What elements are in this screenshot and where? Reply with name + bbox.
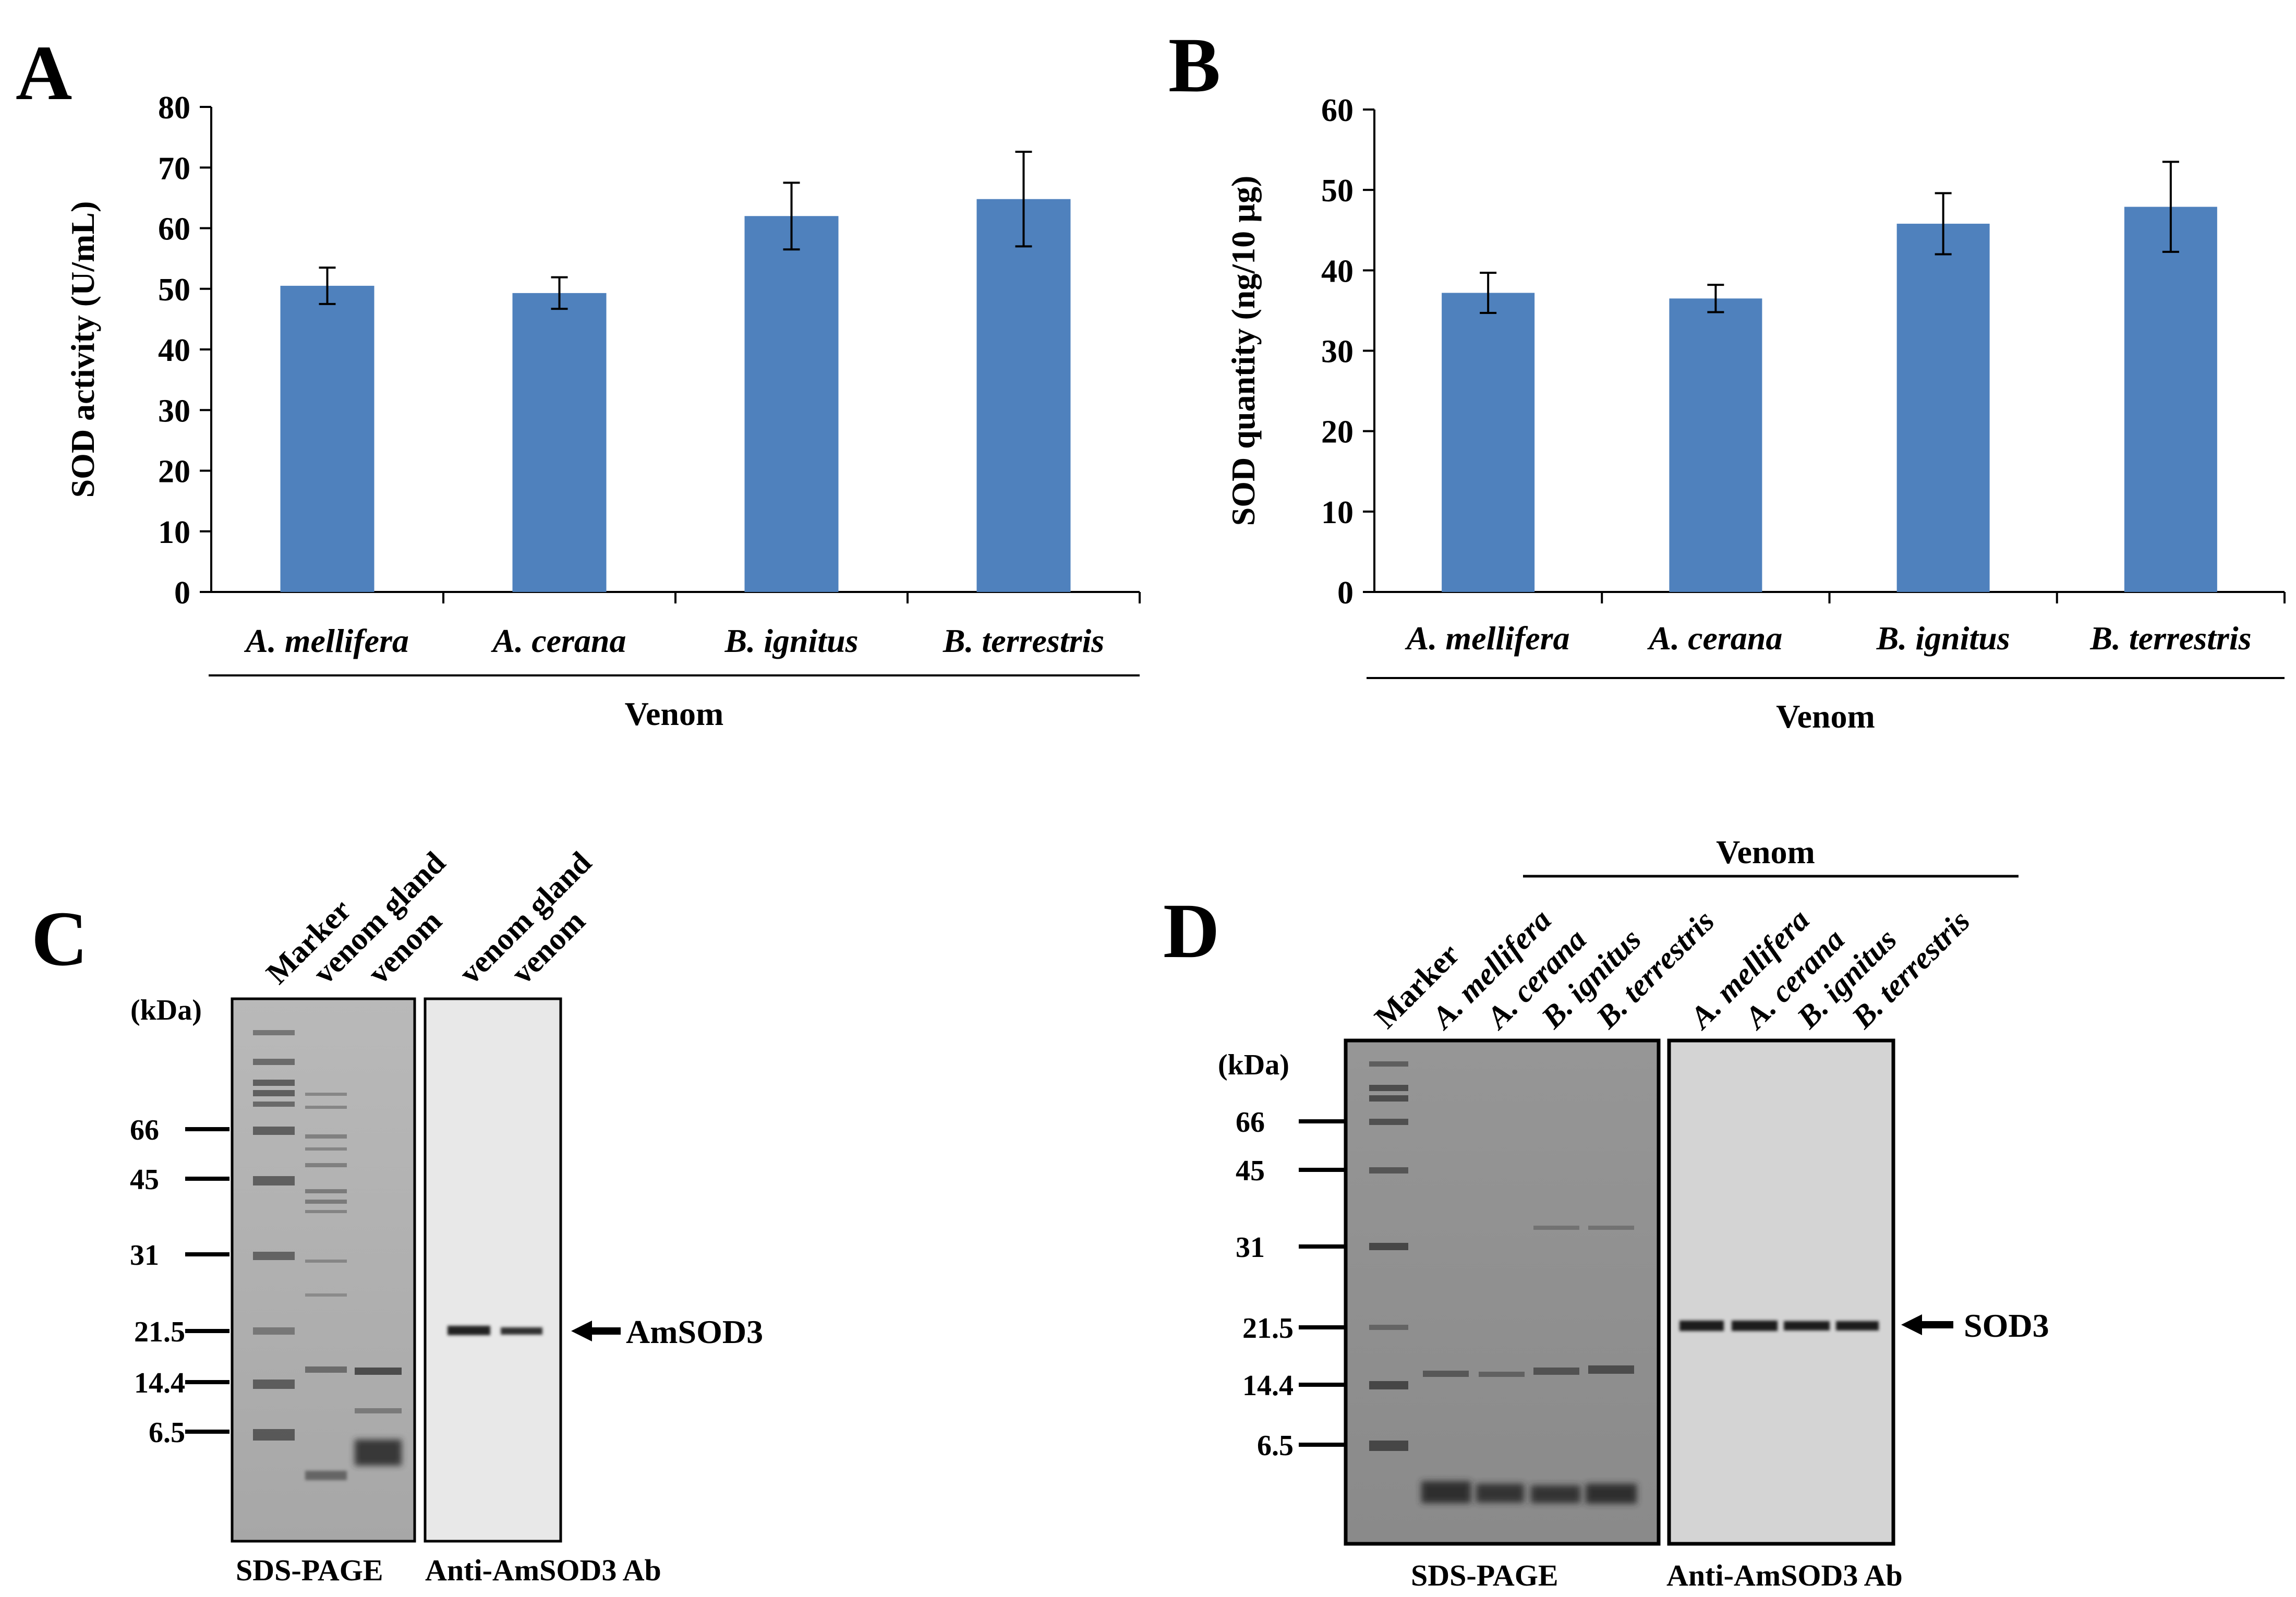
y-tick-label-0: 0 — [1337, 575, 1354, 611]
panel-d: D Venom Marker A. mellifera A. cerana B.… — [1163, 833, 2049, 1592]
venom-gland-lane-bands — [305, 1093, 347, 1480]
y-tick-label-10: 10 — [158, 515, 190, 550]
bar-b-terrestris — [2124, 207, 2217, 592]
category-label-a-cerana: A. cerana — [1647, 620, 1782, 657]
kda-unit-label: (kDa) — [130, 994, 202, 1026]
y-tick-label-0: 0 — [174, 575, 190, 611]
y-tick-label-70: 70 — [158, 151, 190, 186]
caption-sds-page-d: SDS-PAGE — [1411, 1558, 1558, 1592]
category-label-a-mellifera: A. mellifera — [1405, 620, 1570, 657]
d-blot-band-3 — [1784, 1321, 1830, 1330]
y-tick-label-60: 60 — [158, 212, 190, 247]
y-tick-label-30: 30 — [158, 393, 190, 429]
bar-a-cerana — [1669, 298, 1762, 592]
band-label-amsod3: AmSOD3 — [626, 1313, 763, 1350]
d-blot-band-4 — [1836, 1321, 1879, 1330]
bar-a-cerana — [512, 293, 607, 592]
panel-c-label: C — [31, 896, 88, 982]
bar-b-ignitus — [744, 216, 839, 592]
d-marker-label-45: 45 — [1236, 1155, 1265, 1187]
western-blot-d — [1667, 1038, 1895, 1546]
x-axis-title: Venom — [1776, 698, 1875, 735]
y-tick-label-30: 30 — [1321, 334, 1354, 370]
caption-blot-d: Anti-AmSOD3 Ab — [1666, 1558, 1903, 1592]
y-tick-label-20: 20 — [1321, 415, 1354, 450]
y-tick-label-20: 20 — [158, 454, 190, 490]
y-tick-label-50: 50 — [158, 272, 190, 308]
x-axis-title: Venom — [625, 695, 724, 732]
marker-lane-bands — [253, 1030, 295, 1441]
d-blot-band-1 — [1679, 1321, 1724, 1331]
chart-a-plot: 0 10 20 30 40 50 60 70 80 A. mellifera A. cerana B.… — [64, 90, 1141, 732]
d-kda-unit-label: (kDa) — [1218, 1049, 1289, 1081]
sds-page-gel-d — [1344, 1038, 1661, 1546]
panel-a: A 0 10 20 30 40 50 60 70 80 A. mellifera A. cerana… — [16, 30, 1141, 732]
category-label-b-ignitus: B. ignitus — [1876, 620, 2010, 657]
bar-b-terrestris — [976, 199, 1071, 592]
marker-label-6-5: 6.5 — [149, 1417, 185, 1449]
d-marker-lane-bands — [1369, 1061, 1408, 1451]
y-tick-label-10: 10 — [1321, 495, 1354, 530]
bar-b-ignitus — [1896, 223, 1990, 592]
sod3-arrow-icon — [1901, 1314, 1953, 1335]
d-blot-band-2 — [1732, 1321, 1778, 1331]
marker-label-66: 66 — [130, 1114, 159, 1146]
venom-lane-bands — [355, 1368, 402, 1466]
blot-band-venom — [501, 1327, 542, 1335]
d-marker-label-6-5: 6.5 — [1257, 1430, 1294, 1462]
panel-b: B 0 10 20 30 40 50 60 A. mellifera A. cerana B. i… — [1168, 22, 2286, 735]
d-marker-label-31: 31 — [1236, 1231, 1265, 1264]
panel-b-label: B — [1168, 22, 1220, 108]
marker-label-45: 45 — [130, 1164, 159, 1196]
y-tick-label-40: 40 — [1321, 253, 1354, 289]
caption-blot-c: Anti-AmSOD3 Ab — [425, 1553, 661, 1587]
blot-band-venom-gland — [448, 1326, 490, 1335]
y-axis-title: SOD activity (U/mL) — [64, 201, 101, 498]
category-label-b-ignitus: B. ignitus — [724, 622, 858, 659]
panel-c: C Marker venom gland venom venom gland v… — [31, 845, 763, 1587]
panel-d-label: D — [1163, 888, 1219, 974]
chart-b-plot: 0 10 20 30 40 50 60 A. mellifera A. cerana B. ign… — [1225, 93, 2286, 735]
category-label-a-mellifera: A. mellifera — [244, 622, 409, 659]
category-label-a-cerana: A. cerana — [491, 622, 626, 659]
d-kda-marker-ticks — [1299, 1119, 1346, 1447]
bar-a-mellifera — [280, 285, 374, 592]
category-label-b-terrestris: B. terrestris — [2089, 620, 2251, 657]
marker-label-21-5: 21.5 — [134, 1316, 185, 1348]
d-marker-label-21-5: 21.5 — [1242, 1312, 1294, 1345]
amsod3-arrow-icon — [571, 1321, 621, 1341]
western-blot-c — [424, 997, 562, 1543]
category-label-b-terrestris: B. terrestris — [942, 622, 1104, 659]
kda-marker-ticks — [185, 1127, 229, 1434]
venom-group-label: Venom — [1716, 833, 1815, 870]
panel-a-label: A — [16, 30, 72, 116]
y-tick-label-40: 40 — [158, 333, 190, 368]
y-axis-title: SOD quantity (ng/10 µg) — [1225, 176, 1262, 526]
d-marker-label-14-4: 14.4 — [1242, 1370, 1294, 1402]
d-marker-label-66: 66 — [1236, 1106, 1265, 1139]
bar-a-mellifera — [1442, 293, 1535, 592]
sds-page-gel-c — [231, 997, 416, 1543]
caption-sds-page-c: SDS-PAGE — [236, 1553, 383, 1587]
y-tick-label-60: 60 — [1321, 93, 1354, 128]
band-label-sod3: SOD3 — [1964, 1307, 2049, 1344]
d-venom-lane-bands — [1421, 1226, 1637, 1504]
y-tick-label-50: 50 — [1321, 173, 1354, 209]
marker-label-14-4: 14.4 — [134, 1367, 185, 1399]
marker-label-31: 31 — [130, 1239, 159, 1272]
y-tick-label-80: 80 — [158, 90, 190, 126]
